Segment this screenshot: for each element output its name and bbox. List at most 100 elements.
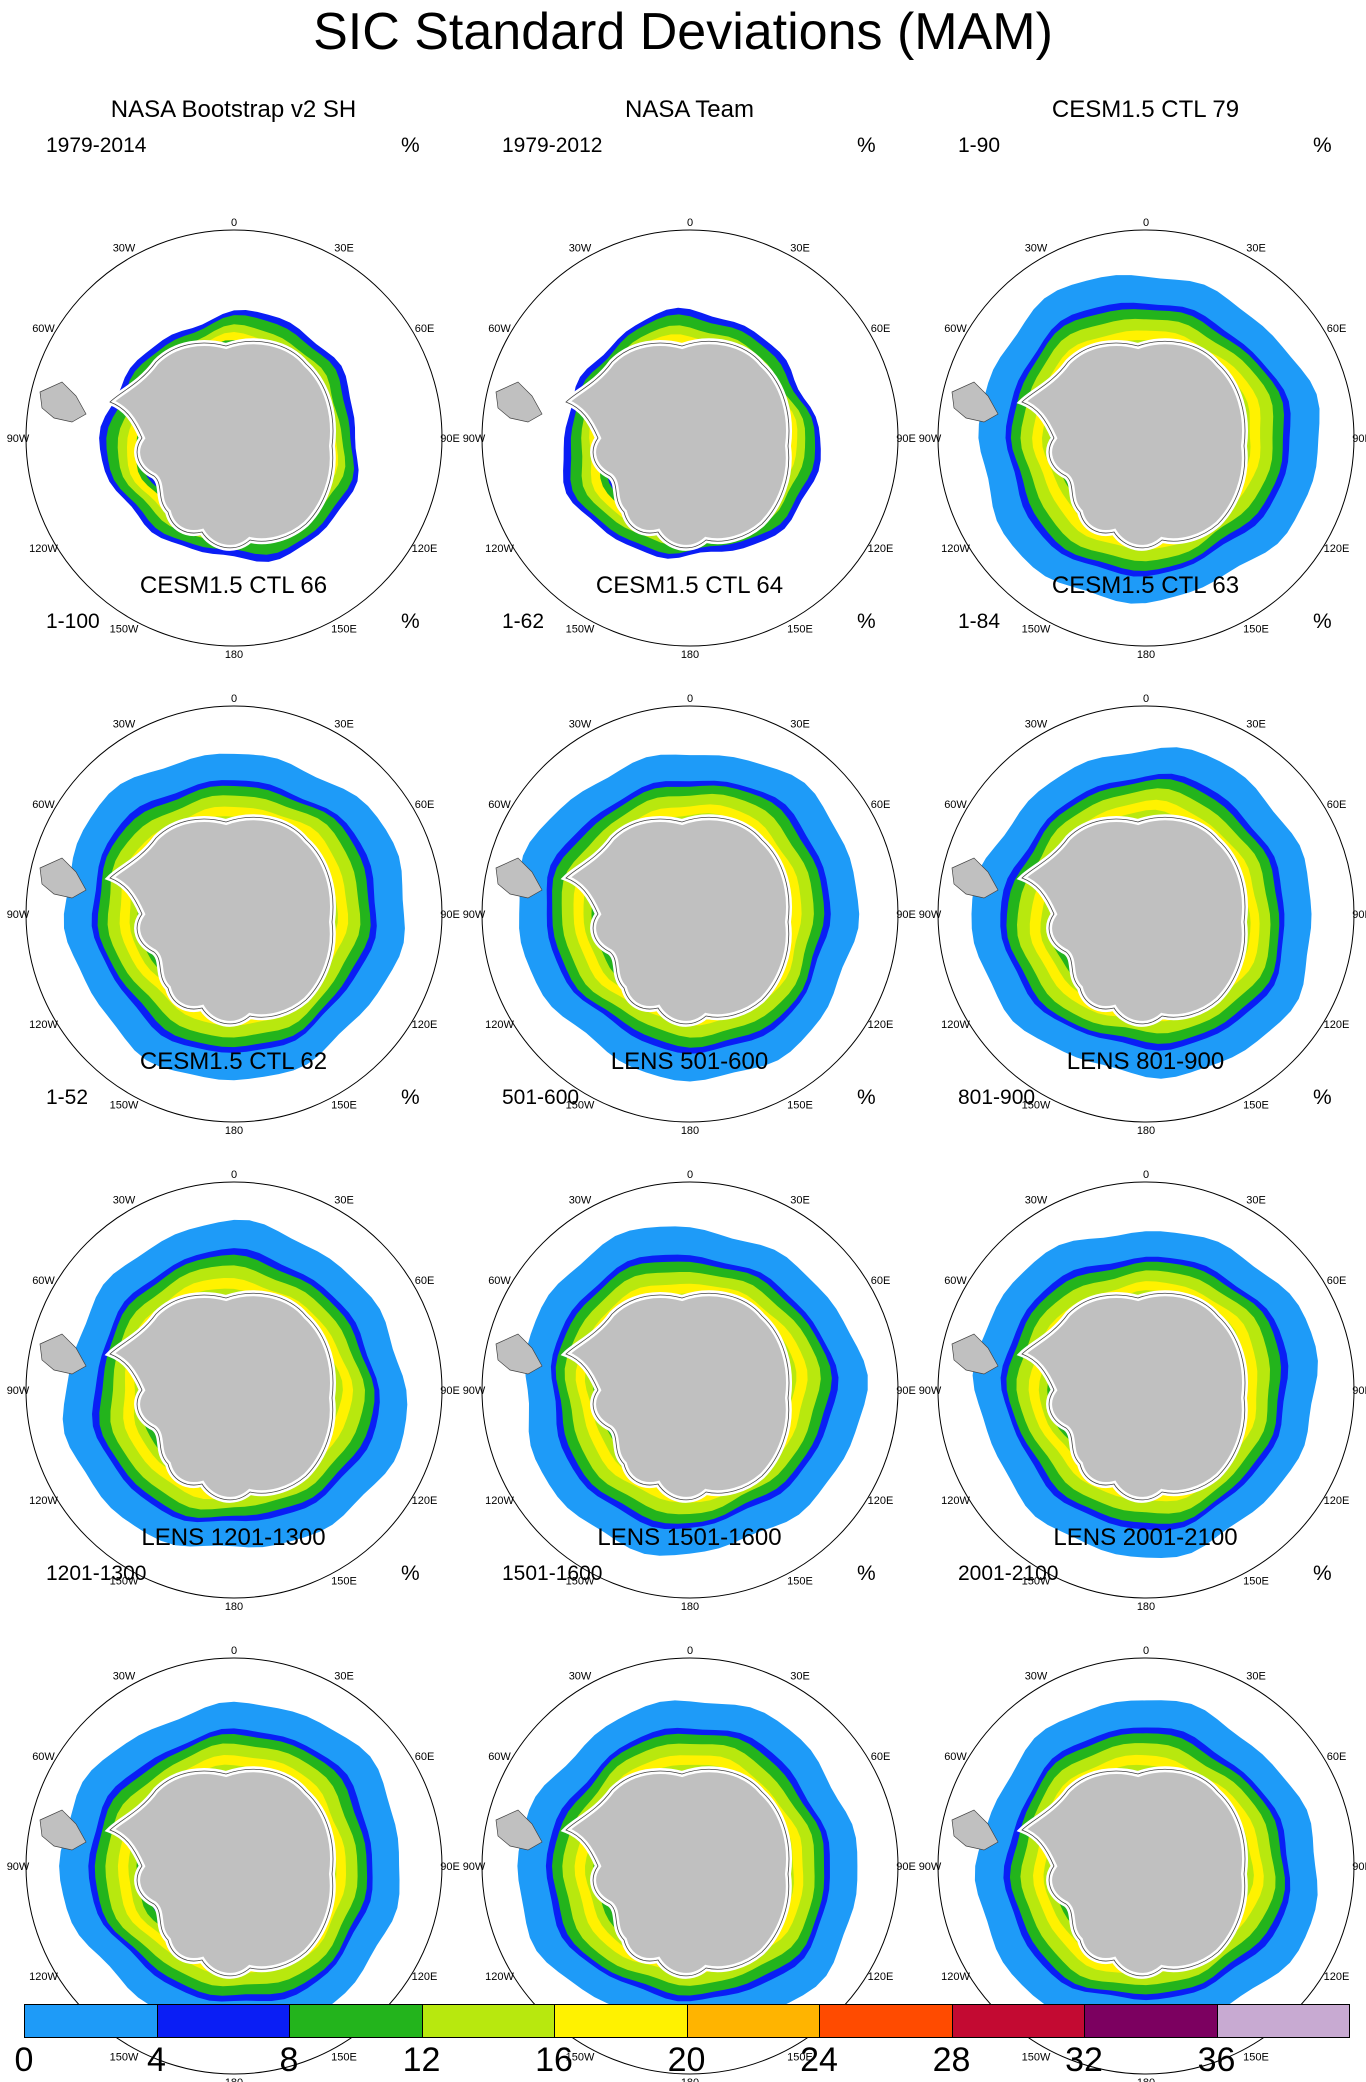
longitude-label: 180	[225, 1125, 243, 1137]
longitude-label: 120W	[29, 1495, 58, 1507]
polar-map: 0 30E 60E 90E 120E 150E 180 150W 120W 90W 60W 30W	[463, 1645, 916, 2082]
longitude-label: 150W	[110, 624, 139, 636]
longitude-label: 120W	[941, 1019, 970, 1031]
map-panel: 0 30E 60E 90E 120E 150E 180 150W 120W 90W 60W 30W NA…	[6, 96, 461, 661]
antarctica-coastline	[1021, 340, 1246, 549]
longitude-label: 180	[1137, 1601, 1155, 1613]
map-panel: 0 30E 60E 90E 120E 150E 180 150W 120W 90W 60W 30W CE…	[462, 572, 917, 1137]
longitude-label: 90E	[1352, 1385, 1366, 1397]
figure-title: SIC Standard Deviations (MAM)	[313, 3, 1053, 61]
longitude-label: 90W	[463, 433, 486, 445]
panel-unit: %	[1313, 134, 1332, 157]
colorbar	[24, 2004, 1350, 2040]
colorbar-tick-label: 20	[667, 2041, 706, 2079]
longitude-label: 60E	[871, 1751, 891, 1763]
panel-unit: %	[401, 134, 420, 157]
longitude-label: 90E	[896, 1385, 916, 1397]
colorbar-swatch	[289, 2004, 423, 2038]
map-boundary	[937, 705, 1355, 1123]
antarctica-coastline	[109, 1768, 334, 1977]
south-america-landmass	[951, 381, 999, 423]
polar-map: 0 30E 60E 90E 120E 150E 180 150W 120W 90W 60W 30W	[7, 693, 460, 1137]
longitude-label: 30E	[790, 243, 810, 255]
longitude-label: 150E	[331, 1100, 357, 1112]
map-panel: 0 30E 60E 90E 120E 150E 180 150W 120W 90W 60W 30W NA…	[462, 96, 917, 661]
longitude-label: 60E	[1327, 1275, 1347, 1287]
panel-period: 1-62	[502, 610, 545, 633]
longitude-label: 90E	[440, 909, 460, 921]
longitude-label: 150E	[1243, 1576, 1269, 1588]
map-panel: 0 30E 60E 90E 120E 150E 180 150W 120W 90W 60W 30W CE…	[6, 572, 461, 1137]
panel-period: 1979-2012	[502, 134, 603, 157]
map-panel: 0 30E 60E 90E 120E 150E 180 150W 120W 90W 60W 30W LE…	[6, 1524, 461, 2082]
longitude-label: 90W	[463, 1385, 486, 1397]
longitude-label: 90W	[919, 433, 942, 445]
longitude-label: 150W	[1022, 624, 1051, 636]
longitude-label: 120E	[1324, 1971, 1350, 1983]
longitude-label: 120E	[412, 1019, 438, 1031]
longitude-label: 30E	[334, 719, 354, 731]
panel-unit: %	[401, 610, 420, 633]
longitude-label: 120E	[868, 543, 894, 555]
longitude-label: 180	[1137, 1125, 1155, 1137]
longitude-label: 60E	[415, 1751, 435, 1763]
longitude-label: 0	[1143, 217, 1149, 229]
longitude-label: 30E	[790, 1671, 810, 1683]
longitude-label: 60W	[488, 1275, 511, 1287]
south-america-landmass	[495, 381, 543, 423]
panel-period: 801-900	[958, 1086, 1036, 1109]
south-america-landmass	[39, 1809, 87, 1851]
longitude-label: 90E	[1352, 1861, 1366, 1873]
longitude-label: 180	[1137, 2077, 1155, 2082]
longitude-label: 0	[231, 1645, 237, 1657]
south-america-landmass	[495, 1809, 543, 1851]
longitude-label: 150E	[787, 2052, 813, 2064]
longitude-label: 150W	[110, 2052, 139, 2064]
longitude-label: 60E	[1327, 323, 1347, 335]
longitude-label: 60W	[32, 1751, 55, 1763]
longitude-label: 120E	[868, 1495, 894, 1507]
polar-map: 0 30E 60E 90E 120E 150E 180 150W 120W 90W 60W 30W	[919, 1169, 1366, 1613]
longitude-label: 180	[225, 649, 243, 661]
longitude-label: 90W	[919, 1861, 942, 1873]
longitude-label: 60W	[488, 323, 511, 335]
longitude-label: 60W	[488, 799, 511, 811]
panel-unit: %	[1313, 1562, 1332, 1585]
longitude-label: 60W	[944, 1751, 967, 1763]
polar-map: 0 30E 60E 90E 120E 150E 180 150W 120W 90W 60W 30W	[919, 693, 1366, 1137]
panel-unit: %	[857, 1562, 876, 1585]
longitude-label: 120W	[29, 1971, 58, 1983]
panel-title: NASA Team	[625, 96, 754, 123]
longitude-label: 0	[1143, 1169, 1149, 1181]
panel-title: NASA Bootstrap v2 SH	[110, 96, 357, 123]
longitude-label: 30W	[113, 1195, 136, 1207]
longitude-label: 150E	[331, 1576, 357, 1588]
longitude-label: 90W	[7, 1861, 30, 1873]
colorbar-tick-label: 28	[932, 2041, 971, 2079]
longitude-label: 90E	[896, 1861, 916, 1873]
longitude-label: 30E	[334, 1671, 354, 1683]
colorbar-tick-label: 24	[800, 2041, 838, 2079]
panel-unit: %	[1313, 610, 1332, 633]
polar-map: 0 30E 60E 90E 120E 150E 180 150W 120W 90W 60W 30W	[463, 217, 916, 661]
antarctica-coastline	[109, 816, 334, 1025]
polar-map: 0 30E 60E 90E 120E 150E 180 150W 120W 90W 60W 30W	[919, 217, 1366, 661]
longitude-label: 90E	[440, 433, 460, 445]
longitude-label: 90E	[440, 1861, 460, 1873]
longitude-label: 0	[687, 1645, 693, 1657]
antarctica-coastline	[565, 340, 790, 549]
panel-period: 1979-2014	[46, 134, 147, 157]
polar-map: 0 30E 60E 90E 120E 150E 180 150W 120W 90W 60W 30W	[463, 1169, 916, 1613]
longitude-label: 90E	[1352, 433, 1366, 445]
longitude-label: 120W	[485, 1971, 514, 1983]
colorbar-swatch	[686, 2004, 820, 2038]
longitude-label: 30E	[1246, 1671, 1266, 1683]
panel-unit: %	[401, 1086, 420, 1109]
longitude-label: 30W	[569, 1671, 592, 1683]
longitude-label: 90W	[919, 1385, 942, 1397]
longitude-label: 120W	[941, 543, 970, 555]
polar-map: 0 30E 60E 90E 120E 150E 180 150W 120W 90W 60W 30W	[7, 1169, 460, 1613]
panel-period: 1501-1600	[502, 1562, 603, 1585]
colorbar-tick-label: 4	[147, 2041, 166, 2079]
longitude-label: 180	[681, 649, 699, 661]
